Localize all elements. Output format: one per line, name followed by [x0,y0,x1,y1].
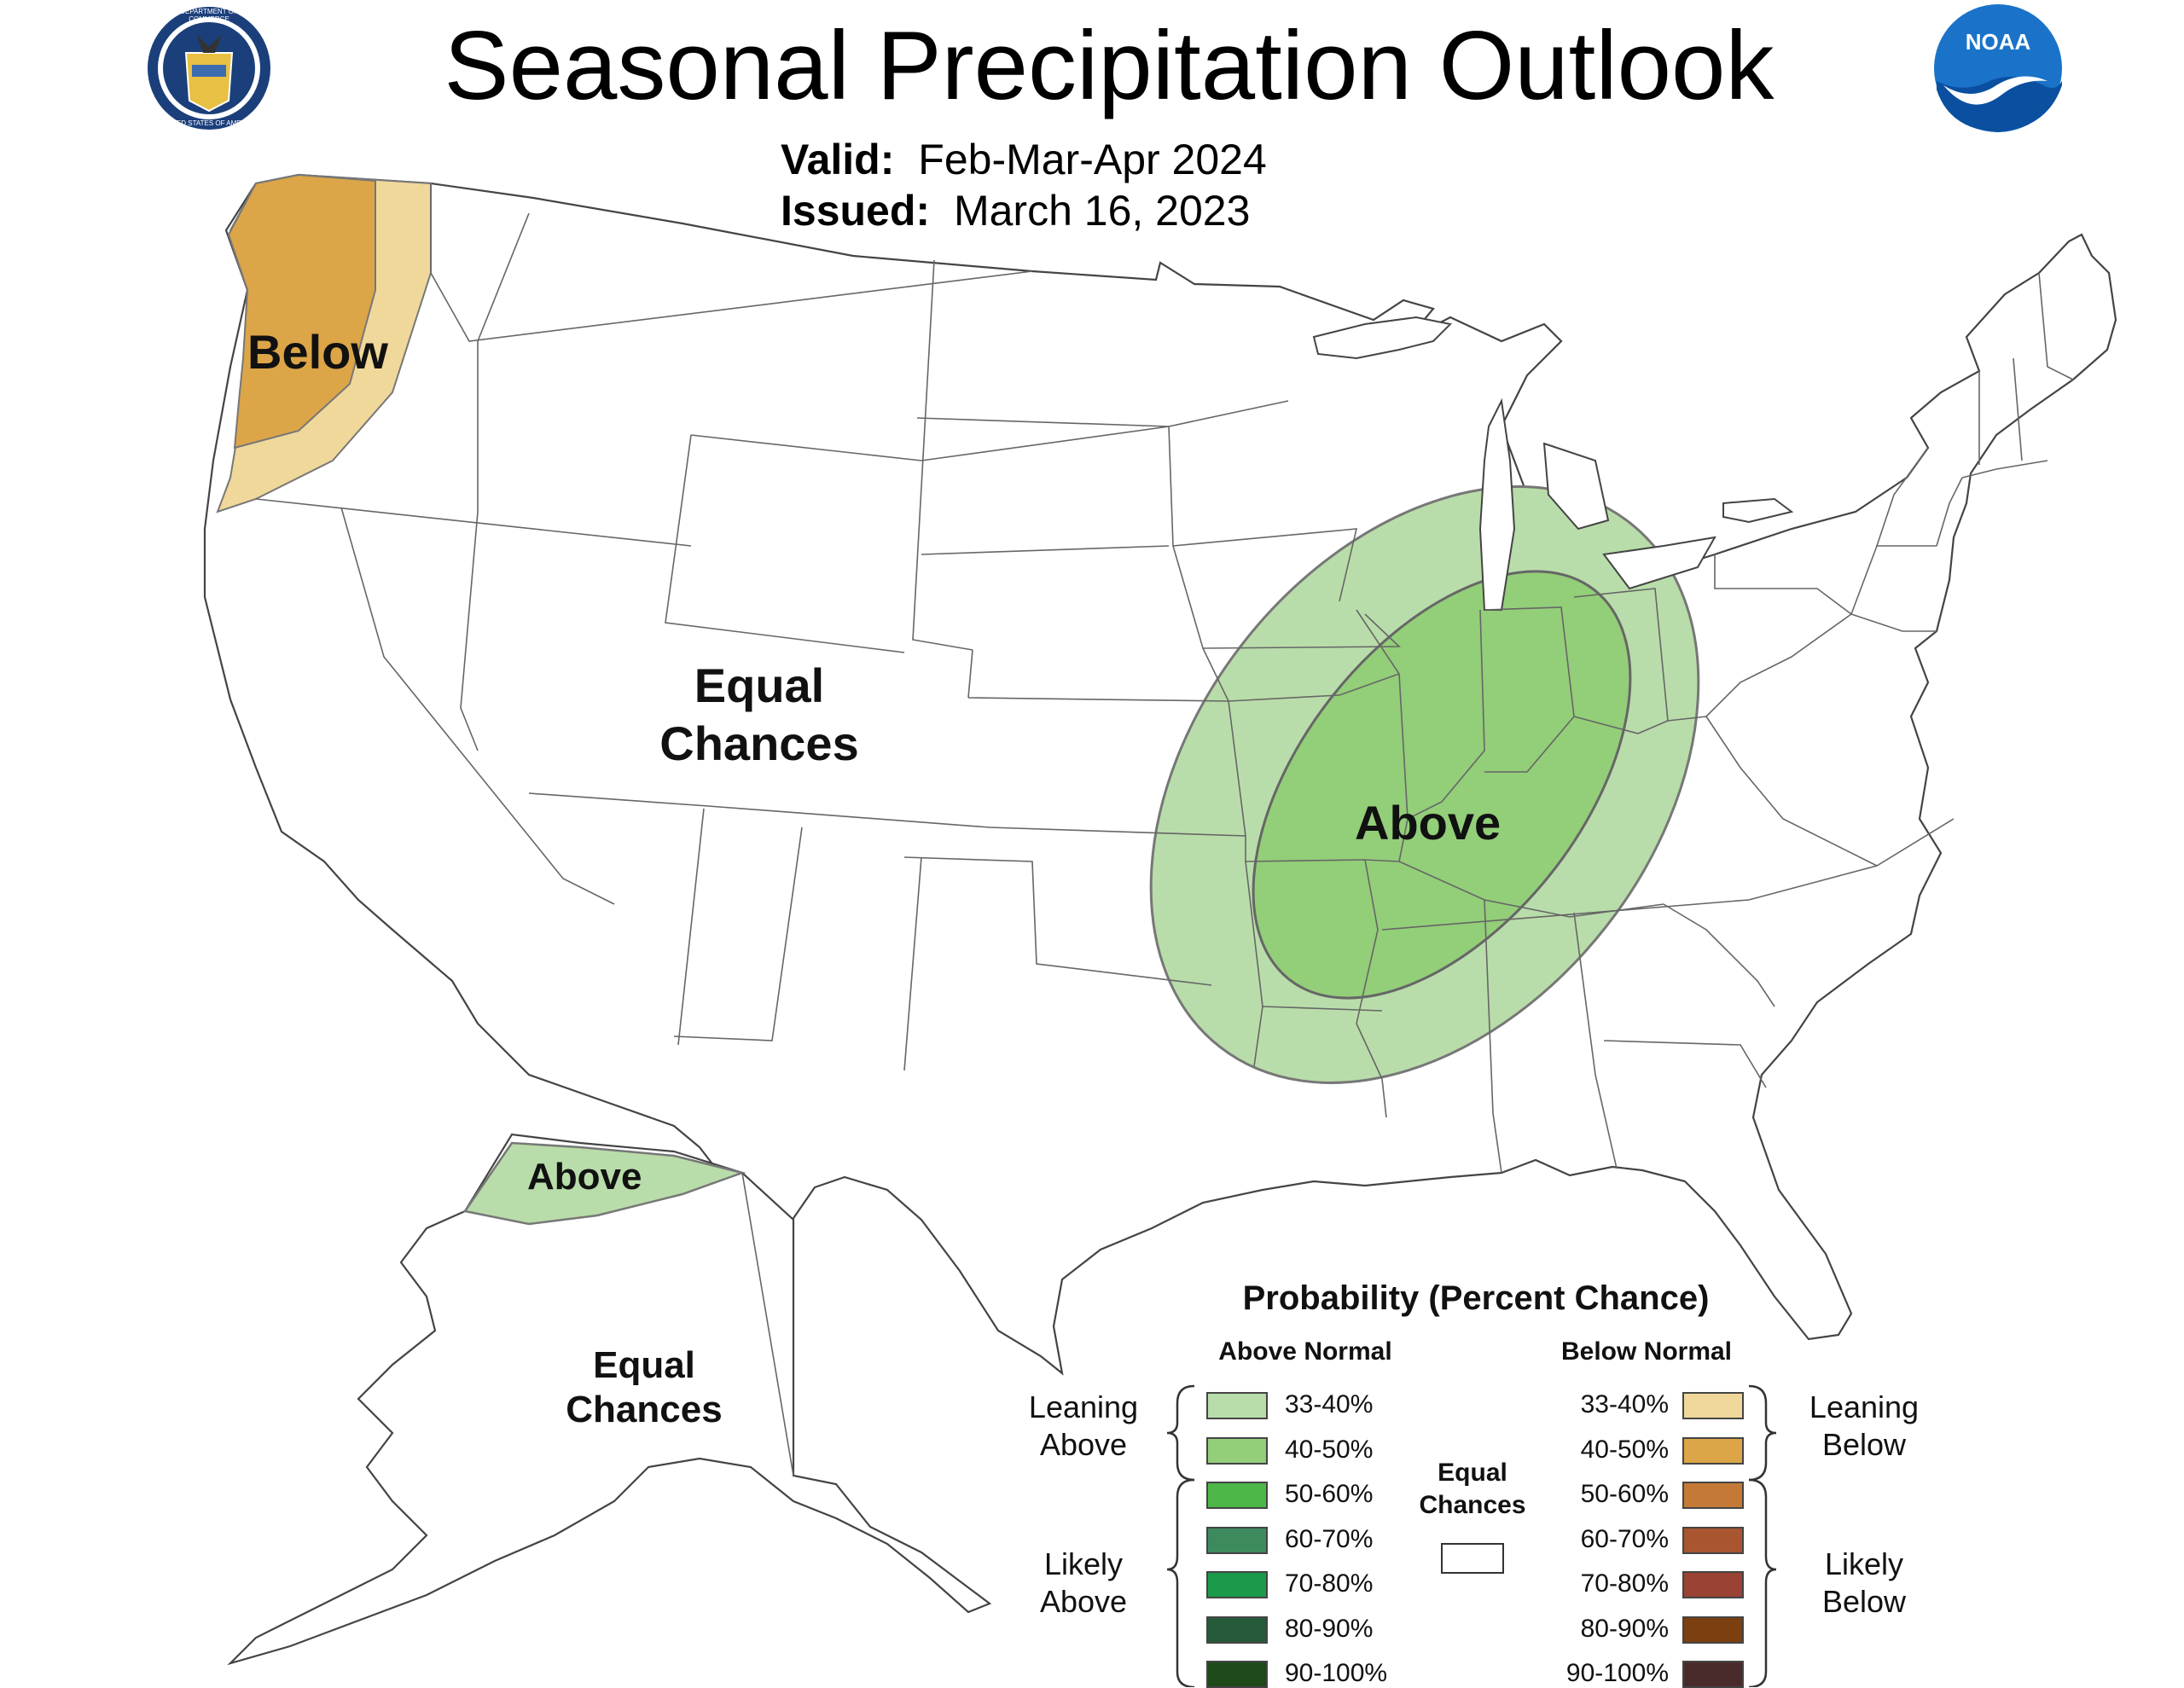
legend-leaning-above-line2: Above [1039,1427,1128,1462]
alaska-border [741,1172,794,1476]
below-swatch-3 [1682,1526,1744,1554]
issued-label: Issued: [781,187,931,235]
legend-above-header: Above Normal [1218,1337,1392,1366]
label-equal-chances-alaska-line2: Chances [566,1389,723,1430]
above-label-1: 40-50% [1285,1435,1374,1464]
page-title: Seasonal Precipitation Outlook [444,12,1774,120]
legend-leaning-above: Leaning Above [998,1389,1169,1464]
label-equal-chances-conus: Equal Chances [631,657,887,773]
legend-likely-above-line2: Above [1039,1584,1128,1619]
above-swatch-0 [1206,1392,1268,1419]
above-label-0: 33-40% [1285,1390,1374,1418]
above-swatch-6 [1206,1661,1268,1688]
legend-equal-chances: Equal Chances [1399,1457,1546,1522]
legend-likely-above-line1: Likely [1043,1546,1124,1581]
below-swatch-1 [1682,1436,1744,1465]
commerce-seal-ring-text-bottom: UNITED STATES OF AMERICA [160,119,258,127]
issued-value: March 16, 2023 [953,187,1251,235]
below-label-5: 80-90% [1580,1614,1669,1643]
legend-likely-below-line1: Likely [1824,1546,1904,1581]
below-swatch-4 [1682,1571,1744,1598]
above-swatch-5 [1206,1615,1268,1644]
noaa-logo [1934,4,2062,132]
legend-brackets [1166,1384,1777,1687]
legend-likely-above: Likely Above [998,1546,1169,1621]
valid-value: Feb-Mar-Apr 2024 [918,136,1267,183]
above-label-4: 70-80% [1285,1569,1374,1598]
above-label-6: 90-100% [1285,1659,1388,1687]
label-equal-chances-conus-line1: Equal [694,658,825,712]
commerce-seal-ring-text: DEPARTMENT OF COMMERCE [180,8,238,23]
above-swatch-1 [1206,1436,1268,1465]
below-swatch-6 [1682,1661,1744,1688]
noaa-wordmark: NOAA [1965,29,2031,55]
legend-likely-below-line2: Below [1821,1584,1907,1619]
alaska-outline [227,1133,992,1666]
legend-equal-chances-line2: Chances [1419,1491,1526,1519]
valid-row: Valid: Feb-Mar-Apr 2024 [781,135,1267,184]
legend-below-header: Below Normal [1560,1337,1733,1366]
label-above-alaska: Above [527,1156,642,1198]
above-swatch-4 [1206,1571,1268,1598]
pnw-below-40-50 [227,173,376,450]
commerce-seal [148,7,270,130]
legend-equal-chances-line1: Equal [1438,1459,1507,1487]
above-label-2: 50-60% [1285,1480,1374,1508]
below-label-3: 60-70% [1580,1524,1669,1553]
above-label-3: 60-70% [1285,1524,1374,1553]
label-equal-chances-alaska: Equal Chances [537,1343,751,1432]
legend-leaning-below-line2: Below [1821,1427,1907,1462]
valid-label: Valid: [781,136,895,183]
above-swatch-2 [1206,1482,1268,1509]
above-40-50-ellipse [1252,570,1632,1000]
state-borders [255,183,2074,1174]
below-label-2: 50-60% [1580,1480,1669,1508]
label-equal-chances-alaska-line1: Equal [593,1344,695,1386]
label-below-pnw: Below [247,325,388,379]
below-swatch-0 [1682,1392,1744,1419]
above-label-5: 80-90% [1285,1614,1374,1643]
legend-leaning-below-line1: Leaning [1809,1389,1920,1424]
below-label-6: 90-100% [1565,1659,1669,1687]
below-label-1: 40-50% [1580,1435,1669,1464]
below-label-0: 33-40% [1580,1390,1669,1418]
equal-chances-swatch [1441,1543,1504,1574]
label-above-ohio-valley: Above [1355,796,1502,850]
legend-leaning-above-line1: Leaning [1028,1389,1139,1424]
legend-leaning-below: Leaning Below [1779,1389,1949,1464]
above-swatch-3 [1206,1526,1268,1554]
below-label-4: 70-80% [1580,1569,1669,1598]
legend-title: Probability (Percent Chance) [1242,1279,1710,1317]
below-swatch-2 [1682,1482,1744,1509]
below-swatch-5 [1682,1615,1744,1644]
legend-likely-below: Likely Below [1779,1546,1949,1621]
label-equal-chances-conus-line2: Chances [659,716,859,770]
issued-row: Issued: March 16, 2023 [781,186,1250,235]
